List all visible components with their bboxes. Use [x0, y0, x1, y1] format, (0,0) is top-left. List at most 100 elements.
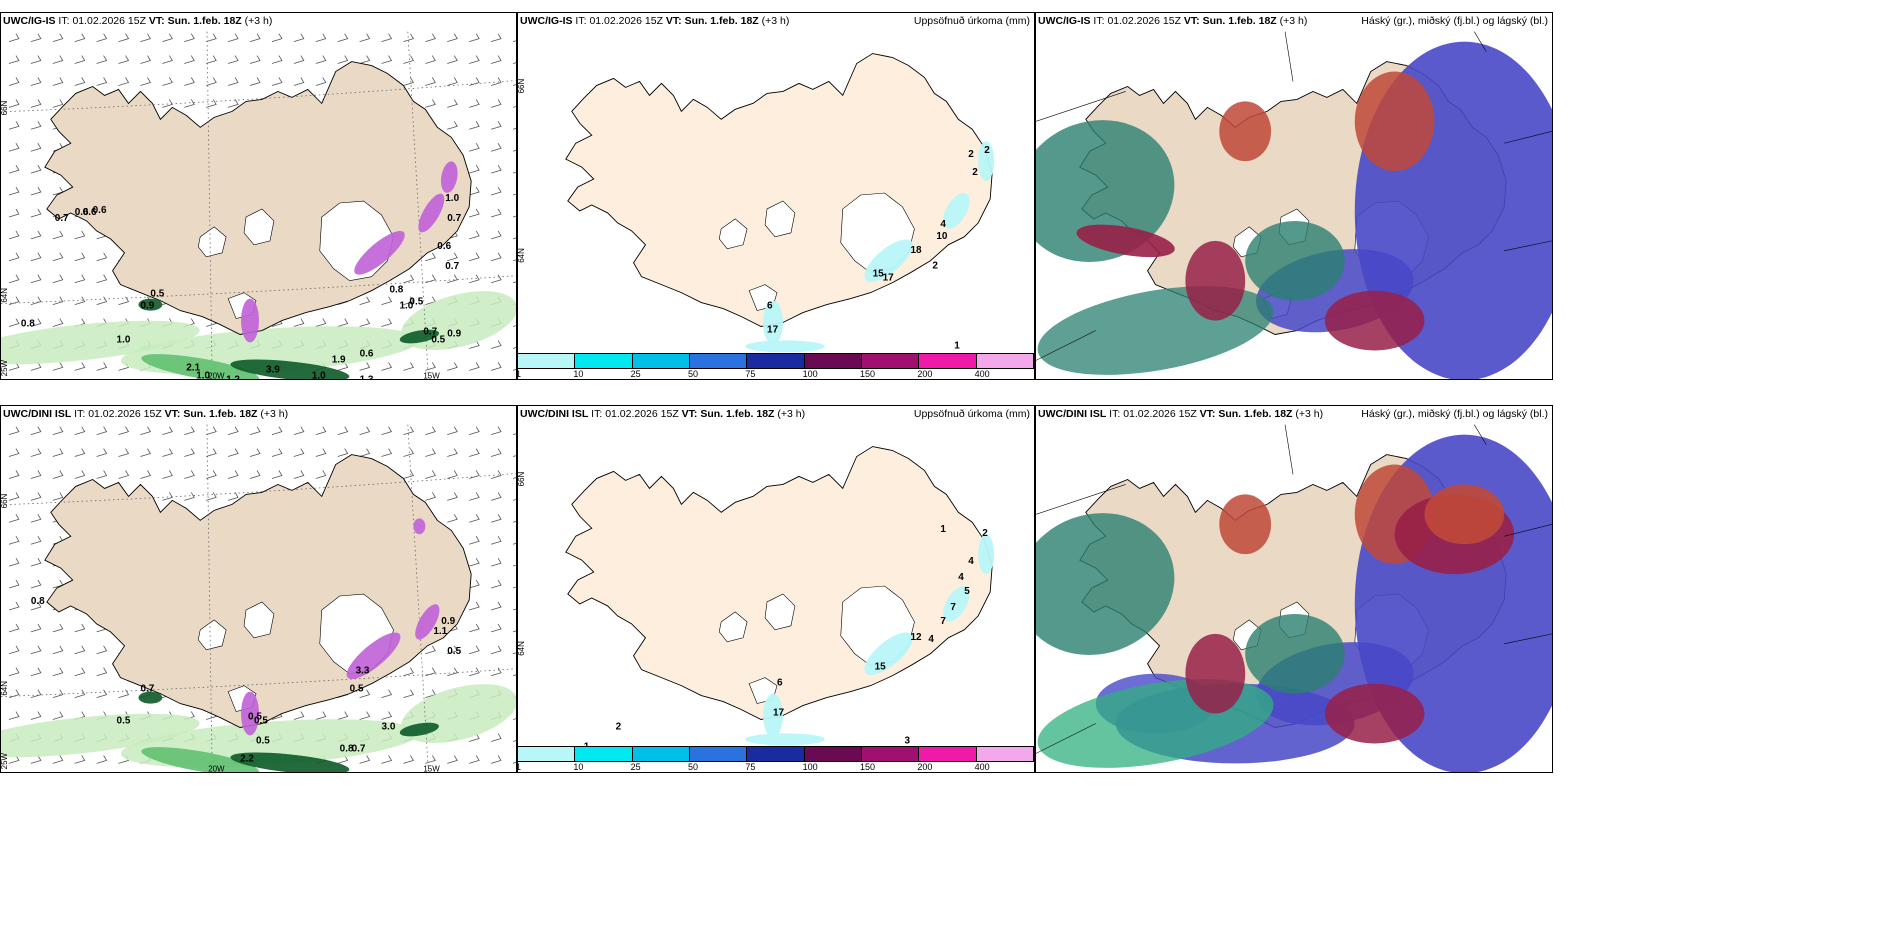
wind-barb — [52, 667, 64, 677]
panel-title: UWC/IG-IS IT: 01.02.2026 15Z VT: Sun. 1.… — [520, 15, 790, 27]
value-label: 2 — [968, 149, 974, 160]
value-label: 6 — [767, 301, 773, 312]
wind-barb — [425, 755, 436, 764]
lat-label: 25W — [1, 359, 9, 376]
field-area — [399, 722, 440, 737]
wind-barb — [140, 470, 152, 479]
wind-barb — [96, 77, 108, 86]
value-label: 2.1 — [186, 362, 200, 373]
wind-barb — [30, 557, 42, 567]
value-label: 3.9 — [266, 364, 280, 375]
glacier — [197, 226, 227, 258]
wind-barb — [30, 689, 42, 698]
wind-barb — [30, 362, 42, 371]
wind-barb — [118, 448, 130, 457]
colorbar-tick-label: 25 — [630, 762, 641, 772]
value-label: 0.5 — [254, 716, 268, 727]
wind-barb — [315, 318, 327, 327]
lon-label: 15W — [423, 371, 440, 380]
field-area — [1076, 224, 1175, 258]
wind-barb — [30, 667, 42, 677]
colorbar-tick-label: 150 — [860, 762, 876, 772]
wind-barb — [249, 33, 261, 43]
value-label: 3.0 — [382, 721, 396, 732]
colorbar-swatch — [919, 354, 977, 368]
wind-barb — [490, 514, 502, 523]
wind-barb — [162, 55, 173, 64]
value-label: 0.7 — [445, 261, 459, 272]
lat-label: 66N — [518, 79, 526, 94]
wind-barb — [30, 426, 42, 436]
field-area — [978, 141, 995, 182]
colorbar-swatch — [632, 747, 690, 761]
wind-barb — [74, 55, 86, 64]
parallel-64n — [1, 275, 516, 305]
value-label: 17 — [883, 273, 895, 284]
value-label: 2 — [982, 528, 988, 539]
panel-title: UWC/IG-IS IT: 01.02.2026 15Z VT: Sun. 1.… — [1038, 15, 1308, 27]
wind-barb — [140, 77, 152, 86]
wind-barb — [425, 274, 436, 284]
wind-barb — [140, 448, 152, 457]
field-area — [1185, 240, 1246, 321]
wind-barb — [52, 623, 64, 633]
wind-barb — [403, 470, 415, 479]
glacier — [243, 601, 275, 639]
wind-barb — [8, 514, 20, 523]
wind-barb — [8, 492, 20, 501]
value-label: 2 — [972, 167, 978, 178]
glacier — [197, 619, 227, 651]
wind-barb — [74, 252, 86, 262]
wind-barb — [184, 470, 195, 479]
field-area — [864, 632, 913, 676]
wind-barb — [425, 55, 436, 64]
cloud-field — [1036, 434, 1552, 772]
value-label: 1.3 — [360, 374, 374, 380]
lat-label: 64N — [518, 641, 526, 656]
colorbar-swatch — [804, 747, 862, 761]
heavy-precip — [138, 691, 440, 772]
wind-barb — [52, 426, 64, 436]
wind-barb — [52, 274, 64, 284]
field-area — [399, 329, 440, 344]
colorbar-swatch — [575, 354, 633, 368]
parallel-64n — [1, 668, 516, 698]
panel-field-title: Uppsöfnuð úrkoma (mm) — [913, 15, 1030, 27]
wind-barb — [118, 55, 130, 64]
lat-label: 64N — [1, 681, 9, 696]
wind-barb — [74, 296, 86, 305]
wind-barb — [425, 99, 436, 108]
wind-barb — [469, 448, 480, 457]
value-label: 0.7 — [352, 743, 366, 754]
wind-barb — [381, 55, 393, 64]
precip-field — [745, 141, 995, 353]
colorbar-swatch — [861, 354, 920, 368]
wind-barb — [469, 55, 480, 64]
wind-barb — [425, 252, 436, 262]
wind-barb — [74, 362, 86, 371]
panel-title: UWC/IG-IS IT: 01.02.2026 15Z VT: Sun. 1.… — [3, 15, 273, 27]
wind-barb — [8, 143, 20, 152]
field-area — [745, 733, 825, 746]
colorbar-swatch — [747, 747, 805, 761]
value-label: 0.6 — [75, 207, 89, 218]
wind-barb — [96, 252, 108, 262]
value-label: 1 — [940, 524, 946, 535]
wind-barb — [359, 426, 371, 436]
cloud-map — [1036, 424, 1552, 772]
lat-label: 66N — [1, 494, 9, 509]
colorbar-tick-label: 50 — [688, 762, 699, 772]
lon-label: 20W — [208, 764, 225, 773]
panel-title: UWC/DINI ISL IT: 01.02.2026 15Z VT: Sun.… — [3, 408, 289, 420]
wind-barb — [249, 470, 261, 479]
wind-barb — [271, 77, 283, 86]
wind-barb — [293, 470, 305, 479]
wind-barb — [52, 230, 64, 240]
wind-barb — [490, 252, 502, 262]
value-label: 4 — [968, 556, 974, 567]
field-area — [864, 239, 913, 283]
wind-barb — [469, 208, 480, 218]
wind-barb — [490, 33, 502, 43]
panel-field-title: Uppsöfnuð úrkoma (mm) — [913, 408, 1030, 420]
wind-barb — [293, 318, 305, 327]
